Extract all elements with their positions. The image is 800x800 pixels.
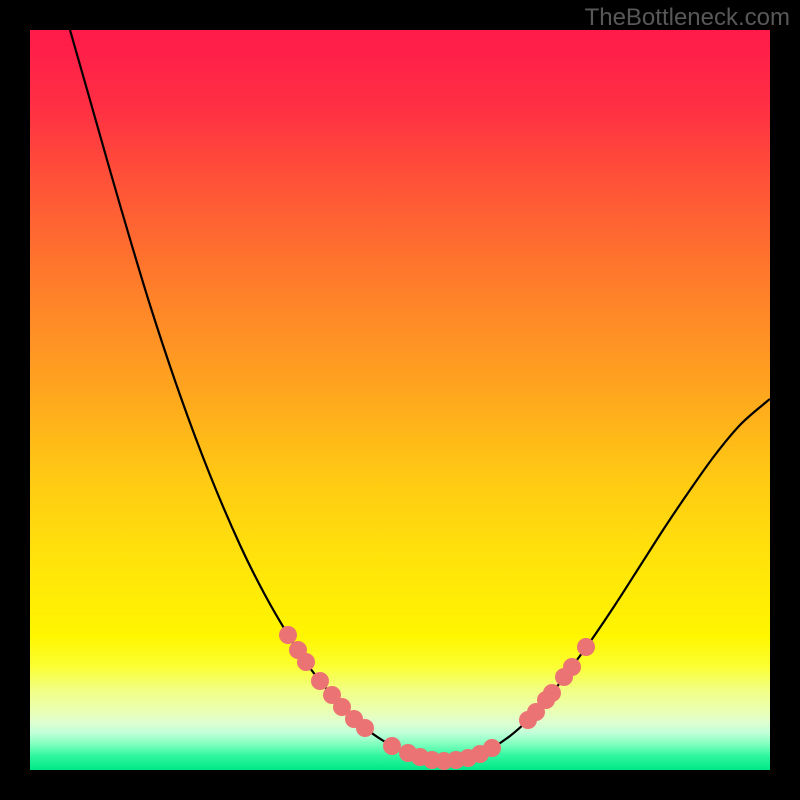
curve-marker [543,684,561,702]
curve-marker [563,658,581,676]
curve-marker [577,638,595,656]
curve-marker [356,719,374,737]
bottleneck-chart [30,30,770,770]
plot-area [30,30,770,770]
curve-marker [383,737,401,755]
gradient-background [30,30,770,770]
outer-frame: TheBottleneck.com [0,0,800,800]
curve-marker [297,653,315,671]
curve-marker [279,626,297,644]
watermark-text: TheBottleneck.com [585,4,790,32]
curve-marker [311,672,329,690]
curve-marker [483,739,501,757]
